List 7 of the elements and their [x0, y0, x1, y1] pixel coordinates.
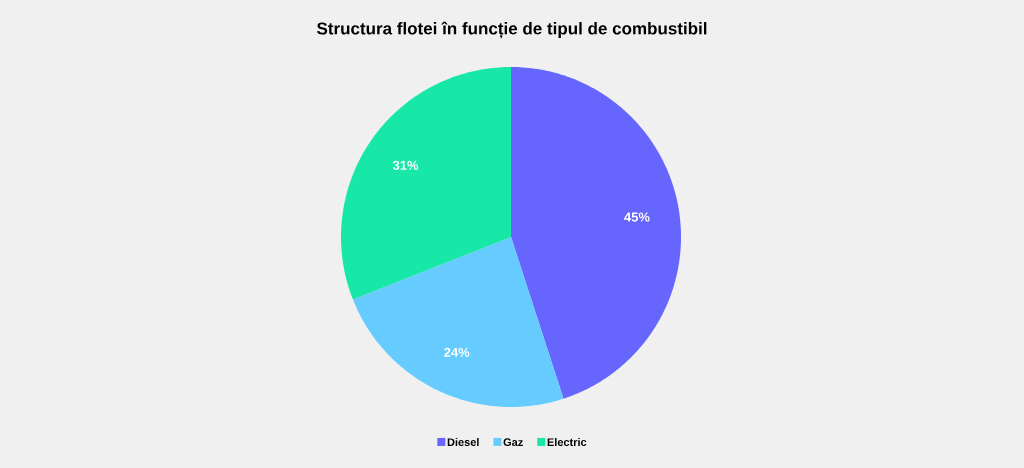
chart-title: Structura flotei în funcție de tipul de combustibil	[316, 21, 707, 39]
data-label: 45%	[624, 212, 650, 222]
legend-label: Diesel	[447, 437, 479, 447]
data-label: 31%	[392, 160, 419, 170]
legend-label: Gaz	[503, 438, 523, 447]
data-label: 24%	[444, 347, 470, 357]
legend-label: Electric	[547, 437, 587, 447]
